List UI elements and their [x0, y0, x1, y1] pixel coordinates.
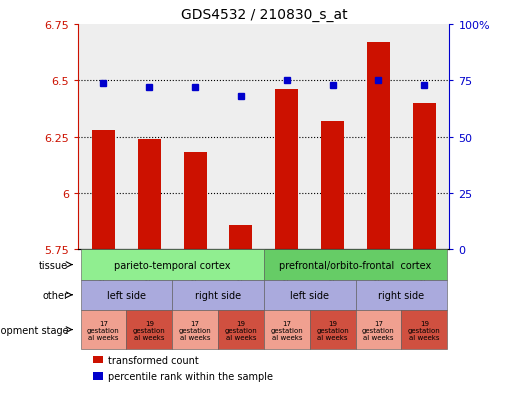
- Bar: [275, 90, 298, 250]
- Bar: [321, 121, 344, 250]
- Text: left side: left side: [290, 290, 329, 300]
- Text: prefrontal/orbito-frontal  cortex: prefrontal/orbito-frontal cortex: [279, 260, 432, 270]
- Title: GDS4532 / 210830_s_at: GDS4532 / 210830_s_at: [181, 8, 347, 22]
- Text: 19
gestation
al weeks: 19 gestation al weeks: [133, 320, 166, 340]
- Text: tissue: tissue: [39, 260, 68, 270]
- Text: right side: right side: [195, 290, 241, 300]
- Text: percentile rank within the sample: percentile rank within the sample: [108, 371, 273, 381]
- Text: 17
gestation
al weeks: 17 gestation al weeks: [362, 320, 395, 340]
- Text: 19
gestation
al weeks: 19 gestation al weeks: [225, 320, 258, 340]
- Text: parieto-temporal cortex: parieto-temporal cortex: [114, 260, 230, 270]
- Bar: [184, 153, 207, 250]
- Text: 19
gestation
al weeks: 19 gestation al weeks: [316, 320, 349, 340]
- Text: right side: right side: [378, 290, 424, 300]
- Text: development stage: development stage: [0, 325, 68, 335]
- Bar: [138, 140, 161, 250]
- Text: 17
gestation
al weeks: 17 gestation al weeks: [270, 320, 303, 340]
- Text: 17
gestation
al weeks: 17 gestation al weeks: [87, 320, 120, 340]
- Text: transformed count: transformed count: [108, 355, 198, 365]
- Text: 19
gestation
al weeks: 19 gestation al weeks: [408, 320, 441, 340]
- Bar: [229, 225, 252, 250]
- Text: other: other: [42, 290, 68, 300]
- Text: 17
gestation
al weeks: 17 gestation al weeks: [179, 320, 212, 340]
- Bar: [367, 43, 390, 250]
- Bar: [413, 104, 436, 250]
- Text: left side: left side: [107, 290, 146, 300]
- Bar: [92, 131, 115, 250]
